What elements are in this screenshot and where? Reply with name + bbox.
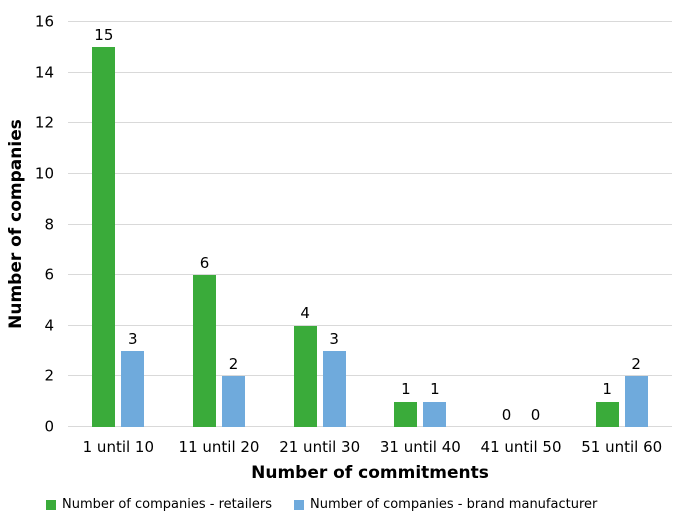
data-label: 1	[602, 380, 612, 399]
gridline	[68, 375, 672, 377]
legend-swatch-icon	[46, 499, 56, 510]
bar-group: 15 3	[68, 22, 169, 427]
bar-with-label: 6	[193, 255, 216, 427]
legend-item: Number of companies - retailers	[46, 497, 272, 512]
y-tick-label: 8	[44, 215, 54, 233]
y-tick-label: 10	[34, 164, 54, 183]
bar	[121, 351, 145, 427]
data-label: 1	[430, 380, 440, 399]
x-tick-label: 51 until 60	[581, 438, 663, 456]
bar	[322, 351, 346, 427]
plot-area: 15 3 6 2 4 3 1 1 0 0 1 2	[68, 21, 672, 427]
bar-groups: 15 3 6 2 4 3 1 1 0 0 1 2	[68, 22, 672, 427]
legend-item: Number of companies - brand manufacturer	[294, 497, 597, 512]
bar-with-label: 1	[595, 380, 619, 427]
bar	[423, 401, 447, 427]
x-tick-label: 1 until 10	[82, 438, 155, 456]
gridline	[68, 324, 672, 326]
bar-with-label: 0	[495, 405, 518, 428]
data-label: 4	[300, 304, 310, 323]
bar-with-label: 3	[322, 329, 346, 427]
x-tick-label: 21 until 30	[279, 438, 361, 456]
data-label: 6	[199, 253, 210, 272]
gridline	[68, 223, 672, 225]
y-axis: 0 2 4 6 8 10 12 14 16	[0, 14, 58, 434]
gridline	[68, 71, 672, 73]
y-tick-label: 14	[34, 63, 54, 82]
bar-with-label: 0	[524, 405, 547, 428]
data-label: 15	[94, 25, 114, 44]
data-label: 3	[128, 329, 138, 348]
legend: Number of companies - retailers Number of…	[46, 497, 676, 512]
x-axis-title: Number of commitments	[251, 463, 489, 483]
y-tick-label: 2	[44, 366, 54, 385]
bar-with-label: 3	[121, 329, 145, 427]
x-tick-label: 11 until 20	[178, 438, 260, 456]
data-label: 0	[501, 405, 512, 424]
bar-with-label: 4	[293, 304, 317, 427]
data-label: 0	[530, 405, 541, 424]
bar	[293, 325, 317, 427]
bar	[92, 47, 116, 427]
gridline	[68, 426, 672, 427]
bar	[394, 401, 418, 427]
gridline	[68, 21, 672, 22]
bar-with-label: 1	[394, 380, 418, 427]
bar	[624, 376, 648, 427]
x-tick-label: 31 until 40	[379, 438, 461, 456]
legend-label: Number of companies - retailers	[62, 497, 273, 512]
y-tick-label: 0	[44, 417, 54, 436]
bar-with-label: 1	[423, 380, 447, 427]
x-axis-labels: 1 until 10 11 until 20 21 until 30 31 until…	[68, 438, 672, 456]
bar	[222, 376, 245, 427]
bar-with-label: 2	[222, 356, 245, 427]
gridline	[68, 172, 672, 174]
data-label: 2	[228, 354, 239, 373]
gridline	[68, 122, 672, 124]
bar	[193, 275, 216, 427]
legend-swatch-icon	[294, 499, 305, 510]
data-label: 3	[329, 329, 339, 348]
data-label: 1	[401, 380, 411, 399]
bar-with-label: 15	[92, 25, 116, 427]
y-tick-label: 6	[44, 265, 54, 284]
bar	[595, 401, 619, 427]
data-label: 2	[631, 354, 641, 373]
x-tick-label: 41 until 50	[480, 438, 562, 456]
legend-label: Number of companies - brand manufacturer	[310, 497, 598, 512]
bar-with-label: 2	[624, 354, 648, 427]
y-tick-label: 12	[34, 113, 54, 132]
y-tick-label: 4	[44, 316, 54, 335]
gridline	[68, 274, 672, 276]
y-tick-label: 16	[34, 12, 54, 31]
